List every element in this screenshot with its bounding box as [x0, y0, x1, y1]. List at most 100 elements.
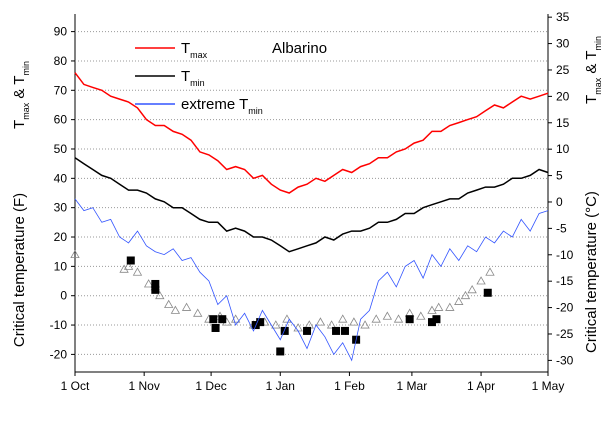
label-part: min [21, 61, 31, 76]
x-tick-label: 1 May [532, 379, 565, 393]
label-part: & T [11, 76, 28, 103]
square-marker [405, 315, 414, 324]
legend-name: T [181, 68, 190, 85]
x-tick-label: 1 Jan [266, 379, 295, 393]
y2-tick-label: -10 [556, 248, 574, 262]
square-marker [280, 326, 289, 335]
square-marker [126, 256, 135, 265]
legend-sub: max [190, 50, 208, 60]
triangle-marker [132, 267, 143, 276]
square-marker [340, 326, 349, 335]
y2-tick-label: 15 [556, 116, 570, 130]
square-marker [303, 326, 312, 335]
y-tick-label: 70 [54, 83, 68, 97]
y2-tick-label: 20 [556, 89, 570, 103]
triangle-marker [485, 267, 495, 276]
y2-tick-label: -15 [556, 274, 574, 288]
square-marker [256, 318, 265, 327]
triangle-marker [349, 317, 359, 326]
triangle-marker [393, 314, 404, 323]
y-tick-label: 60 [54, 113, 68, 127]
triangle-marker [181, 302, 192, 311]
label-part: & T [583, 51, 600, 78]
y2-tick-label: 0 [556, 195, 563, 209]
x-tick-label: 1 Nov [128, 379, 159, 393]
legend-sub: min [190, 78, 205, 88]
series-line [74, 157, 549, 253]
legend-sub: min [248, 106, 263, 116]
legend-label: Tmin [181, 68, 205, 88]
y2-tick-label: 30 [556, 37, 570, 51]
axis-label-top: Tmax & Tmin [583, 36, 603, 104]
x-tick-label: 1 Mar [397, 379, 428, 393]
y2-tick-label: -5 [556, 221, 567, 235]
square-marker [211, 323, 220, 332]
legend-name: extreme T [181, 96, 248, 113]
y2-tick-label: -25 [556, 327, 574, 341]
triangle-marker [338, 314, 348, 323]
square-marker [151, 279, 160, 288]
triangle-marker [433, 302, 444, 311]
legend-label: Tmax [181, 40, 208, 60]
square-marker [276, 347, 285, 356]
triangle-marker [70, 249, 80, 259]
triangle-marker [315, 317, 326, 326]
legend-name: T [181, 40, 190, 57]
y-tick-label: -10 [50, 318, 68, 332]
triangle-marker [155, 290, 165, 300]
label-part: min [593, 36, 603, 51]
square-marker [151, 285, 160, 294]
y-tick-label: 10 [54, 259, 68, 273]
triangle-marker [460, 290, 471, 300]
triangle-marker [382, 311, 393, 320]
triangle-marker [467, 285, 477, 294]
annotation: Albarino [272, 40, 327, 57]
square-marker [332, 326, 341, 335]
y-tick-label: 30 [54, 201, 68, 215]
y2-tick-label: 5 [556, 169, 563, 183]
triangle-marker [170, 305, 181, 314]
triangle-marker [123, 261, 134, 270]
y2-tick-label: 25 [556, 63, 570, 77]
label-part: max [593, 77, 603, 95]
x-tick-label: 1 Dec [195, 379, 226, 393]
y2-tick-label: 35 [556, 10, 570, 24]
axis-label-top: Tmax & Tmin [11, 61, 31, 129]
triangle-marker [164, 299, 174, 308]
y2-tick-label: -30 [556, 353, 574, 367]
x-tick-label: 1 Oct [61, 379, 90, 393]
y2-tick-label: 10 [556, 142, 570, 156]
label-part: T [11, 120, 28, 129]
square-marker [218, 315, 227, 324]
series-line [74, 198, 549, 362]
triangle-marker [371, 314, 381, 323]
y-tick-label: 20 [54, 230, 68, 244]
y-tick-label: 50 [54, 142, 68, 156]
y-tick-label: -20 [50, 347, 68, 361]
square-marker [483, 288, 492, 297]
y-tick-label: 80 [54, 54, 68, 68]
triangle-marker [360, 320, 370, 329]
x-tick-label: 1 Apr [467, 379, 495, 393]
square-marker [427, 318, 436, 327]
label-part: T [583, 95, 600, 104]
triangle-marker [476, 276, 486, 285]
square-marker [209, 315, 218, 324]
legend-label: extreme Tmin [181, 96, 263, 116]
y-label: Critical temperature (F) [11, 193, 28, 347]
triangle-marker [271, 320, 281, 329]
square-marker [432, 315, 441, 324]
triangle-marker [143, 279, 154, 288]
triangle-marker [445, 302, 455, 311]
y-tick-label: 40 [54, 171, 68, 185]
triangle-marker [119, 264, 129, 273]
y-tick-label: 0 [60, 289, 67, 303]
triangle-marker [326, 320, 337, 329]
y2-tick-label: -20 [556, 301, 574, 315]
triangle-marker [193, 308, 203, 317]
x-tick-label: 1 Feb [334, 379, 365, 393]
y-tick-label: 90 [54, 25, 68, 39]
label-part: max [21, 102, 31, 120]
triangle-marker [282, 314, 292, 323]
